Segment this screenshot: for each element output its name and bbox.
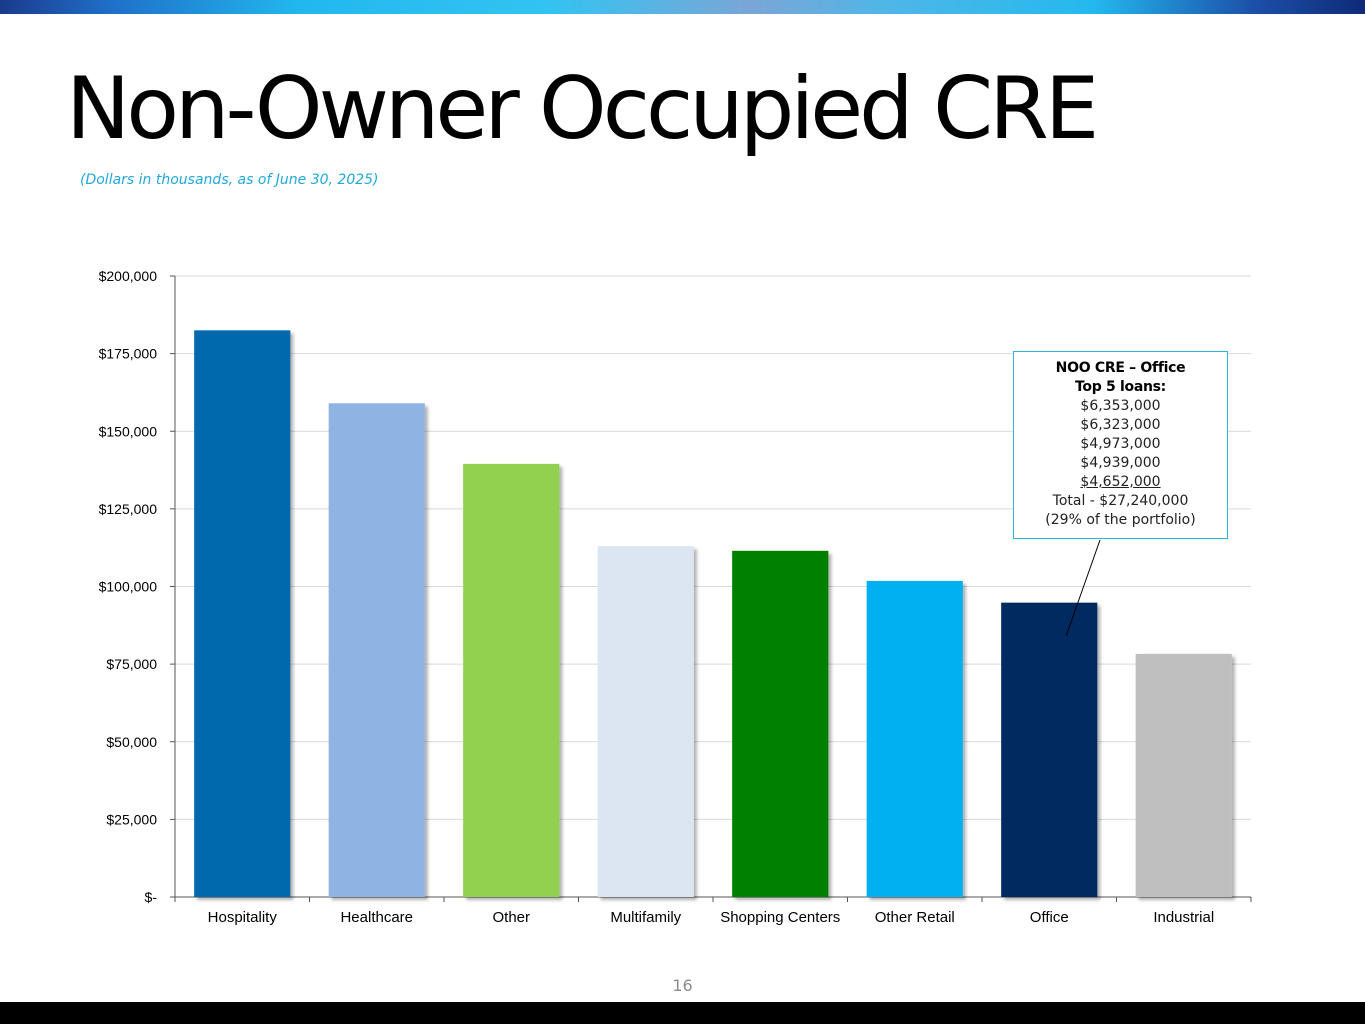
y-tick-label: $200,000 <box>99 268 158 284</box>
y-tick-label: $75,000 <box>106 656 157 672</box>
x-category-label: Industrial <box>1153 909 1214 926</box>
bar-hospitality <box>194 330 291 897</box>
callout-loan-2: $6,323,000 <box>1080 417 1161 433</box>
y-tick-label: $100,000 <box>99 579 158 595</box>
x-category-label: Multifamily <box>610 909 681 926</box>
y-tick-label: $175,000 <box>99 346 158 362</box>
bar-chart: $- $25,000 $50,000 $75,000 $100,000 $125,000 $… <box>99 268 1252 926</box>
y-tick-label: $125,000 <box>99 501 158 517</box>
callout-loan-5: $4,652,000 <box>1080 474 1161 490</box>
x-category-label: Other Retail <box>875 909 955 926</box>
bar-shopping-centers <box>732 550 829 897</box>
x-category-label: Shopping Centers <box>720 909 840 926</box>
callout-loan-1: $6,353,000 <box>1080 398 1161 414</box>
top-gradient-bar <box>0 0 1365 14</box>
callout-loan-3: $4,973,000 <box>1080 436 1161 452</box>
callout-total: Total - $27,240,000 <box>1052 493 1189 509</box>
labels: $- $25,000 $50,000 $75,000 $100,000 $125,000 $… <box>99 268 1215 926</box>
callout-share: (29% of the portfolio) <box>1045 512 1196 528</box>
callout-heading: NOO CRE – Office <box>1055 360 1186 376</box>
slide-subtitle: (Dollars in thousands, as of June 30, 20… <box>80 172 379 188</box>
bar-multifamily <box>597 546 694 897</box>
x-category-label: Other <box>492 909 530 926</box>
x-category-label: Office <box>1030 909 1069 926</box>
slide-title: Non-Owner Occupied CRE <box>66 59 1099 159</box>
y-tick-label: $25,000 <box>106 811 157 827</box>
x-category-label: Healthcare <box>340 909 413 926</box>
callout-loan-4: $4,939,000 <box>1080 455 1161 471</box>
page-number: 16 <box>672 976 693 995</box>
callout-leader-line <box>1065 539 1101 636</box>
office-loans-callout: NOO CRE – Office Top 5 loans: $6,353,000… <box>1013 351 1228 539</box>
x-category-label: Hospitality <box>208 909 278 926</box>
bar-industrial <box>1135 653 1232 897</box>
callout-subheading: Top 5 loans: <box>1075 379 1166 395</box>
bar-other <box>463 463 560 897</box>
y-tick-label: $150,000 <box>99 423 158 439</box>
bar-office <box>1001 602 1098 897</box>
bar-healthcare <box>328 403 425 897</box>
y-tick-label: $50,000 <box>106 734 157 750</box>
bars <box>194 330 1232 897</box>
bottom-black-bar <box>0 1002 1365 1024</box>
y-tick-label: $- <box>145 889 158 905</box>
bar-other-retail <box>866 580 963 897</box>
